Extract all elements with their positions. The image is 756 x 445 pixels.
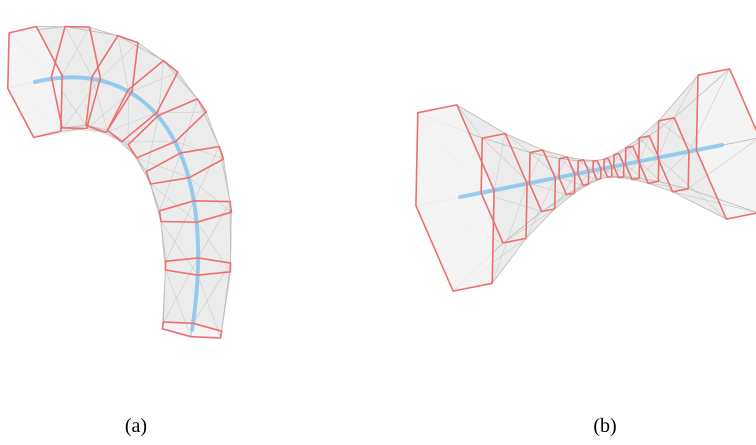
- caption-b: (b): [593, 415, 616, 437]
- tube-mesh-a: [8, 27, 232, 338]
- hull-face: [658, 75, 698, 158]
- caption-a: (a): [125, 415, 147, 437]
- figure: (a) (b): [0, 0, 756, 445]
- tube-mesh-b: [416, 69, 756, 291]
